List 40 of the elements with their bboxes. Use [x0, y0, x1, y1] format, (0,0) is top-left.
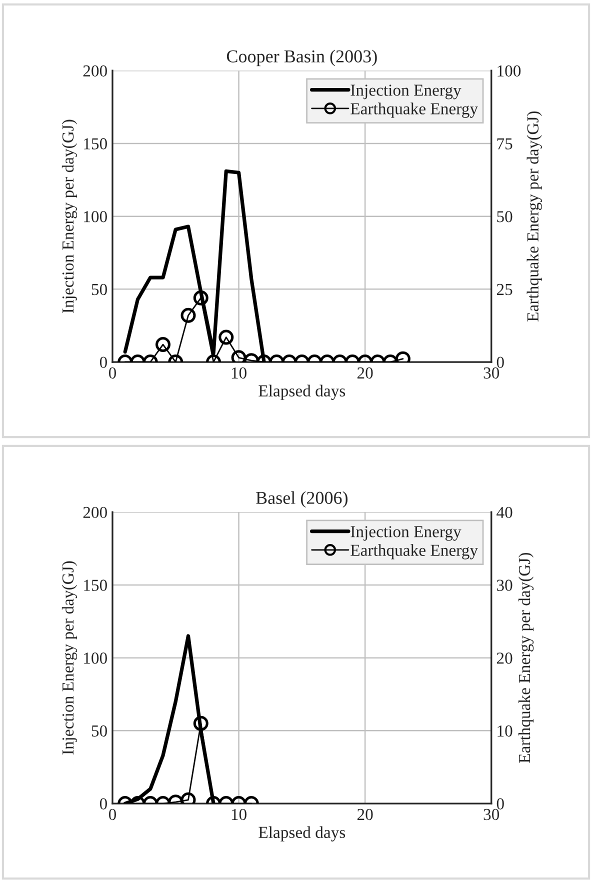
- legend-label: Earthquake Energy: [350, 102, 478, 118]
- y-tick-label: 200: [83, 506, 107, 518]
- y2-tick-label: 20: [496, 652, 512, 664]
- y2-tick-label: 0: [496, 356, 504, 368]
- x-axis-title: Elapsed days: [258, 384, 346, 400]
- y2-axis-title: Earthquake Energy per day(GJ): [526, 111, 542, 322]
- y2-tick-label: 40: [496, 506, 512, 518]
- x-tick-label: 10: [232, 808, 246, 820]
- y2-axis-title: Earthquake Energy per day(GJ): [518, 552, 534, 763]
- chart-title: Cooper Basin (2003): [226, 50, 377, 66]
- legend-label: Injection Energy: [350, 84, 462, 100]
- y2-tick-label: 50: [497, 211, 512, 222]
- x-tick-label: 20: [357, 808, 373, 820]
- y-tick-label: 50: [92, 725, 107, 737]
- x-axis-title: Elapsed days: [258, 826, 346, 842]
- legend-label: Earthquake Energy: [350, 544, 478, 560]
- x-tick-label: 20: [357, 367, 373, 379]
- y-axis-title: Injection Energy per day(GJ): [62, 120, 78, 314]
- y-axis-title: Injection Energy per day(GJ): [62, 561, 78, 755]
- y2-tick-label: 10: [498, 725, 512, 737]
- legend-label: Injection Energy: [350, 526, 462, 541]
- y-tick-label: 0: [100, 798, 107, 810]
- x-tick-label: 0: [108, 367, 116, 379]
- y2-tick-label: 25: [496, 284, 512, 296]
- y-tick-label: 100: [84, 652, 107, 664]
- y-tick-label: 150: [84, 138, 107, 150]
- y-tick-label: 100: [84, 211, 107, 222]
- x-tick-label: 30: [484, 808, 500, 820]
- y2-tick-label: 75: [497, 138, 512, 150]
- y-tick-label: 0: [100, 356, 107, 368]
- chart-title: Basel (2006): [256, 491, 348, 508]
- y2-tick-label: 100: [498, 65, 521, 77]
- x-tick-label: 0: [108, 808, 116, 820]
- y-tick-label: 150: [84, 580, 107, 591]
- y2-tick-label: 0: [496, 798, 504, 810]
- x-tick-label: 10: [232, 367, 246, 379]
- x-tick-label: 30: [484, 367, 500, 379]
- y-tick-label: 200: [83, 65, 107, 77]
- y-tick-label: 50: [92, 284, 107, 296]
- y2-tick-label: 30: [497, 580, 512, 591]
